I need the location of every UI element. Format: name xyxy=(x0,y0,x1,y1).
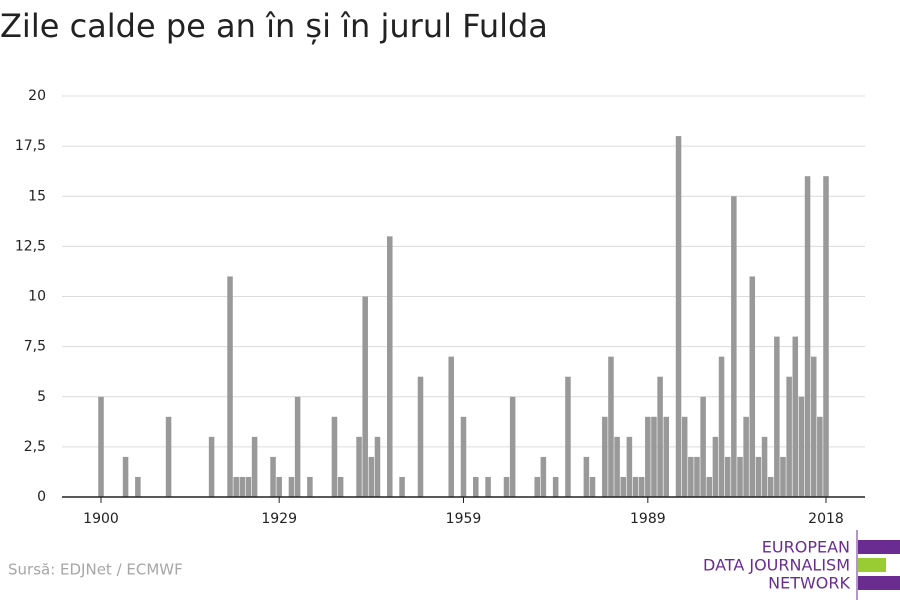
y-tick-label: 7,5 xyxy=(24,339,46,355)
bar xyxy=(509,396,516,497)
bar xyxy=(307,476,313,497)
x-tick-label: 1989 xyxy=(630,511,666,527)
bar xyxy=(356,436,362,497)
bar xyxy=(288,476,295,497)
bar xyxy=(233,476,239,497)
x-tick-label: 2018 xyxy=(808,511,844,527)
bar xyxy=(448,356,454,497)
bar xyxy=(706,476,713,497)
y-tick-label: 15 xyxy=(28,188,46,204)
bar xyxy=(817,416,823,497)
bar xyxy=(239,476,246,497)
bar xyxy=(368,456,375,497)
x-tick-label: 1900 xyxy=(83,511,119,527)
logo-text: EUROPEAN xyxy=(762,538,850,557)
bar xyxy=(620,476,627,497)
bar xyxy=(792,336,799,497)
bar xyxy=(774,336,780,497)
bar xyxy=(632,476,639,497)
bar xyxy=(645,416,651,497)
bar xyxy=(552,476,559,497)
bar xyxy=(245,476,252,497)
bar xyxy=(694,456,700,497)
bar xyxy=(565,376,571,497)
x-tick-label: 1929 xyxy=(261,511,297,527)
bar xyxy=(485,476,491,497)
y-tick-label: 2,5 xyxy=(24,439,46,455)
bar xyxy=(399,476,405,497)
bar xyxy=(227,276,233,497)
bar xyxy=(122,456,129,497)
bar xyxy=(165,416,172,497)
bar xyxy=(657,376,663,497)
bar xyxy=(534,476,540,497)
y-tick-label: 10 xyxy=(28,289,46,305)
bar xyxy=(749,276,756,497)
logo-bar xyxy=(858,540,900,554)
y-tick-label: 12,5 xyxy=(15,238,46,254)
bar xyxy=(681,416,688,497)
bar xyxy=(602,416,608,497)
bar xyxy=(276,476,282,497)
bar xyxy=(823,176,829,497)
source: Sursă: EDJNet / ECMWF xyxy=(8,561,183,579)
logo-text: NETWORK xyxy=(768,574,850,593)
bar xyxy=(460,416,467,497)
bar xyxy=(208,436,215,497)
bar xyxy=(780,456,786,497)
logo-bar xyxy=(858,576,900,590)
bar xyxy=(663,416,670,497)
bar xyxy=(294,396,301,497)
bar xyxy=(786,376,792,497)
bar xyxy=(767,476,774,497)
bar xyxy=(712,436,719,497)
bar xyxy=(251,436,258,497)
bar xyxy=(718,356,725,497)
bar xyxy=(608,356,614,497)
bar xyxy=(98,396,104,497)
bar xyxy=(743,416,749,497)
bar xyxy=(724,456,731,497)
bar xyxy=(503,476,510,497)
bar xyxy=(135,476,141,497)
bar xyxy=(540,456,547,497)
bar xyxy=(737,456,743,497)
bar xyxy=(387,236,393,497)
bar xyxy=(337,476,344,497)
bar xyxy=(798,396,805,497)
y-tick-label: 17,5 xyxy=(15,138,46,154)
bar xyxy=(700,396,706,497)
bar xyxy=(417,376,424,497)
bar xyxy=(331,416,338,497)
bar xyxy=(755,456,762,497)
bar xyxy=(473,476,479,497)
bar xyxy=(362,296,368,497)
bar xyxy=(810,356,817,497)
chart-title: Zile calde pe an în și în jurul Fulda xyxy=(0,7,548,45)
bar xyxy=(731,196,737,497)
bar xyxy=(589,476,596,497)
bar xyxy=(583,456,590,497)
bar xyxy=(804,176,811,497)
bar xyxy=(675,136,682,497)
bar xyxy=(761,436,768,497)
bar xyxy=(651,416,657,497)
y-tick-label: 20 xyxy=(28,88,46,104)
y-tick-label: 5 xyxy=(37,389,46,405)
logo-text: DATA JOURNALISM xyxy=(703,556,850,575)
bar xyxy=(270,456,276,497)
logo-bar xyxy=(858,558,886,572)
bar xyxy=(374,436,381,497)
bar xyxy=(638,476,645,497)
x-tick-label: 1959 xyxy=(446,511,482,527)
y-tick-label: 0 xyxy=(37,489,46,505)
bar xyxy=(688,456,694,497)
bar xyxy=(626,436,633,497)
bar xyxy=(614,436,620,497)
